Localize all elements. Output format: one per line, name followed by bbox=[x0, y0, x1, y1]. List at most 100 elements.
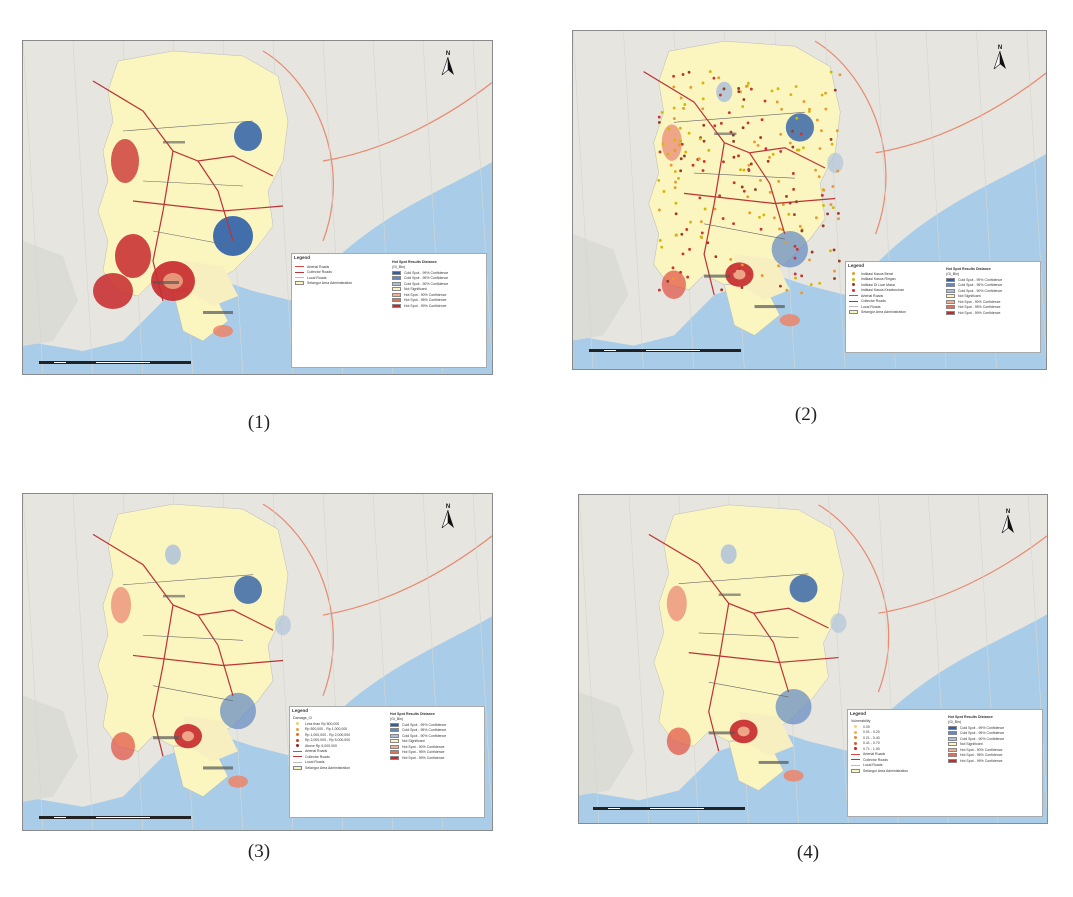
legend-swatch bbox=[296, 727, 299, 731]
legend-item: Cold Spot - 90% Confidence bbox=[948, 736, 1004, 742]
incident-point bbox=[788, 141, 792, 145]
legend-item: Collector Roads bbox=[851, 757, 908, 763]
incident-point bbox=[657, 178, 661, 182]
collector-road bbox=[673, 111, 805, 240]
incident-point bbox=[815, 118, 819, 122]
legend-swatch bbox=[854, 725, 857, 729]
legend-swatch bbox=[946, 294, 955, 299]
incident-point bbox=[766, 159, 770, 163]
legend-swatch bbox=[390, 744, 399, 749]
incident-point bbox=[674, 180, 677, 184]
incident-point bbox=[698, 137, 702, 141]
legend-item: Cold Spot - 95% Confidence bbox=[948, 731, 1004, 737]
incident-point bbox=[784, 241, 788, 245]
legend-item: Rp 500,000 - Rp 1,000,000 bbox=[293, 727, 350, 733]
incident-point bbox=[682, 106, 685, 110]
incident-point bbox=[672, 74, 675, 78]
incident-point bbox=[817, 175, 821, 179]
legend-swatch bbox=[296, 722, 299, 726]
cold-spot bbox=[720, 544, 737, 564]
legend-label: Cold Spot - 95% Confidence bbox=[960, 731, 1005, 736]
legend-left-heading: Damage_Cl bbox=[293, 716, 312, 720]
legend-item: Hot Spot - 99% Confidence bbox=[390, 755, 446, 761]
arterial-road bbox=[648, 533, 839, 752]
incident-point bbox=[793, 244, 797, 248]
legend-item: Collector Roads bbox=[293, 754, 350, 760]
incident-point bbox=[689, 220, 692, 224]
legend-swatch bbox=[849, 310, 858, 315]
legend-item: Arterial Roads bbox=[293, 749, 350, 755]
legend-swatch bbox=[854, 741, 857, 745]
incident-point bbox=[744, 85, 748, 88]
incident-point bbox=[688, 247, 692, 251]
legend-label: Cold Spot - 99% Confidence bbox=[402, 722, 447, 727]
incident-point bbox=[822, 203, 825, 207]
incident-point bbox=[799, 132, 803, 136]
incident-point bbox=[684, 150, 688, 154]
coastal-road bbox=[818, 504, 1047, 693]
legend-item: Collector Roads bbox=[849, 299, 906, 305]
legend-item: Cold Spot - 95% Confidence bbox=[392, 276, 448, 282]
legend-swatch bbox=[296, 738, 299, 742]
legend-item: 0.41 - 0.70 bbox=[851, 741, 908, 747]
incident-point bbox=[802, 100, 806, 103]
hot-spot bbox=[783, 769, 804, 782]
incident-point bbox=[794, 85, 798, 88]
incident-point bbox=[818, 147, 822, 150]
legend-label: Hot Spot - 99% Confidence bbox=[960, 758, 1003, 763]
map-legend: Legend Damage_Cl Less than Rp 500,000 Rp 5… bbox=[289, 706, 485, 818]
legend-swatch bbox=[293, 761, 302, 763]
hot-spot bbox=[737, 726, 750, 737]
incident-point bbox=[677, 176, 680, 180]
legend-right-heading: Hot Spot Results Distance bbox=[946, 267, 991, 271]
legend-label: Indikasi Di Luar Masa bbox=[861, 282, 895, 287]
town-label bbox=[704, 274, 731, 278]
incident-point bbox=[808, 110, 811, 113]
legend-swatch bbox=[948, 758, 957, 763]
legend-item: Local Roads bbox=[849, 304, 906, 310]
incident-point bbox=[702, 139, 706, 143]
incident-point bbox=[666, 279, 670, 283]
town-label bbox=[153, 736, 179, 740]
legend-right-subheading: (Gi_Bin) bbox=[392, 265, 406, 269]
hot-spot bbox=[228, 775, 248, 788]
legend-item: Collector Roads bbox=[295, 270, 352, 276]
legend-label: Cold Spot - 95% Confidence bbox=[958, 283, 1003, 288]
incident-point bbox=[673, 138, 677, 142]
incident-point bbox=[833, 277, 836, 280]
legend-item: Selangor Area Administration bbox=[851, 768, 908, 774]
town-label bbox=[714, 132, 737, 136]
legend-item: Local Roads bbox=[851, 763, 908, 769]
incident-point bbox=[657, 115, 661, 119]
legend-item: Cold Spot - 90% Confidence bbox=[392, 281, 448, 287]
incident-point bbox=[719, 121, 723, 125]
incident-point bbox=[680, 142, 684, 146]
legend-item: Cold Spot - 99% Confidence bbox=[390, 722, 446, 728]
legend-label: Indikasi Kasus Keseluruhan bbox=[861, 288, 905, 293]
incident-point bbox=[800, 229, 804, 233]
incident-point bbox=[758, 215, 761, 219]
legend-item: Not Significant bbox=[948, 742, 1004, 748]
incident-point bbox=[718, 194, 722, 198]
incident-point bbox=[756, 143, 760, 147]
incident-point bbox=[742, 189, 746, 193]
legend-right-column: Hot Spot Results Distance (Gi_Bin) Cold Sp… bbox=[946, 267, 1002, 316]
legend-swatch bbox=[854, 730, 857, 734]
legend-label: Local Roads bbox=[861, 304, 881, 309]
incident-point bbox=[814, 168, 817, 172]
incident-point bbox=[753, 188, 757, 191]
legend-swatch bbox=[851, 764, 860, 766]
incident-point bbox=[682, 154, 686, 158]
north-arrow-icon: N bbox=[993, 45, 1007, 71]
incident-point bbox=[779, 284, 782, 288]
legend-swatch bbox=[296, 733, 299, 737]
incident-point bbox=[831, 206, 835, 210]
incident-point bbox=[791, 129, 794, 133]
incident-point bbox=[732, 139, 736, 143]
incident-point bbox=[674, 201, 678, 205]
legend-item: Indikasi Kasus Berat bbox=[849, 271, 906, 277]
legend-label: Indikasi Kasus Berat bbox=[861, 271, 893, 276]
incident-point bbox=[808, 258, 811, 262]
legend-item: Cold Spot - 99% Confidence bbox=[946, 277, 1002, 283]
incident-point bbox=[794, 276, 797, 280]
